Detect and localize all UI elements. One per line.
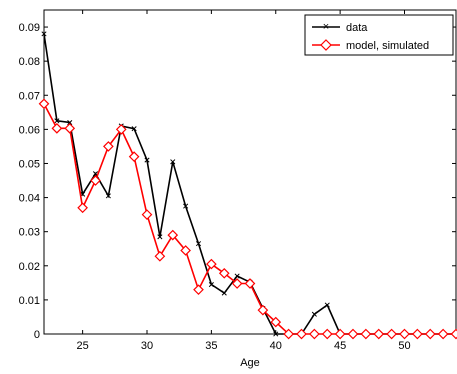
y-tick-label: 0.08 xyxy=(19,56,40,68)
data-point xyxy=(311,311,317,317)
data-point xyxy=(273,331,279,337)
data-point xyxy=(180,245,191,256)
data-point xyxy=(154,250,166,262)
data-point xyxy=(41,31,47,37)
data-point xyxy=(141,209,153,220)
data-point xyxy=(412,328,423,340)
data-point xyxy=(324,302,330,308)
data-point xyxy=(437,328,449,340)
data-point xyxy=(157,234,163,240)
data-point xyxy=(270,316,282,328)
data-point xyxy=(399,328,410,340)
data-point xyxy=(103,141,114,152)
y-tick-label: 0.01 xyxy=(19,295,40,307)
data-point xyxy=(234,273,240,279)
y-tick-label: 0.09 xyxy=(19,22,40,34)
series-model xyxy=(38,98,457,340)
data-point xyxy=(373,328,385,340)
y-tick-label: 0.03 xyxy=(19,227,40,239)
data-point xyxy=(231,278,243,289)
x-axis-label: Age xyxy=(240,357,260,369)
data-point xyxy=(257,304,269,316)
legend-marker-model xyxy=(320,39,332,51)
y-tick-label: 0.04 xyxy=(19,193,40,205)
data-point xyxy=(360,328,372,340)
data-point xyxy=(64,122,76,134)
data-point xyxy=(386,328,397,340)
x-tick-label: 50 xyxy=(398,340,410,352)
data-point xyxy=(283,328,294,340)
data-point xyxy=(206,258,217,270)
y-tick-label: 0.05 xyxy=(19,158,40,170)
data-point xyxy=(131,126,137,132)
data-point xyxy=(193,284,204,296)
data-point xyxy=(170,159,176,165)
legend-label-model: model, simulated xyxy=(346,40,429,52)
data-point xyxy=(296,328,307,340)
data-point xyxy=(208,281,214,288)
data-point xyxy=(144,157,150,163)
legend-label-data: data xyxy=(346,22,368,34)
data-point xyxy=(128,151,140,163)
series-layer xyxy=(38,31,457,340)
y-tick-label: 0.06 xyxy=(19,124,40,136)
data-point xyxy=(51,122,63,134)
legend-marker-data: × xyxy=(323,21,329,33)
x-tick-label: 45 xyxy=(334,340,346,352)
data-point xyxy=(321,328,333,340)
data-point xyxy=(183,203,189,209)
data-point xyxy=(334,328,346,340)
y-tick-label: 0.02 xyxy=(19,261,40,273)
data-point xyxy=(450,328,457,340)
data-point xyxy=(105,193,111,199)
y-tick-label: 0.07 xyxy=(19,90,40,102)
legend: × data model, simulated xyxy=(304,14,454,56)
data-point xyxy=(90,175,101,186)
y-tick-label: 0 xyxy=(34,329,40,341)
data-point xyxy=(244,278,256,289)
data-point xyxy=(221,290,227,296)
data-point xyxy=(347,328,359,340)
x-tick-label: 40 xyxy=(270,340,282,352)
data-point xyxy=(67,119,73,126)
data-point xyxy=(424,328,436,340)
x-axis: 25 30 35 40 45 50 xyxy=(77,10,411,352)
data-point xyxy=(167,229,179,241)
data-point xyxy=(195,241,202,247)
data-point xyxy=(77,202,88,214)
x-tick-label: 30 xyxy=(141,340,153,352)
data-point xyxy=(115,124,127,135)
x-tick-label: 25 xyxy=(77,340,89,352)
data-point xyxy=(309,328,320,340)
y-axis: 0 0.01 0.02 0.03 0.04 0.05 0.06 0.07 0.08 0.09 xyxy=(19,22,456,341)
data-point xyxy=(218,267,230,279)
legend-box xyxy=(304,14,454,56)
data-point xyxy=(54,118,60,124)
data-point xyxy=(38,98,50,110)
x-tick-label: 35 xyxy=(205,340,217,352)
